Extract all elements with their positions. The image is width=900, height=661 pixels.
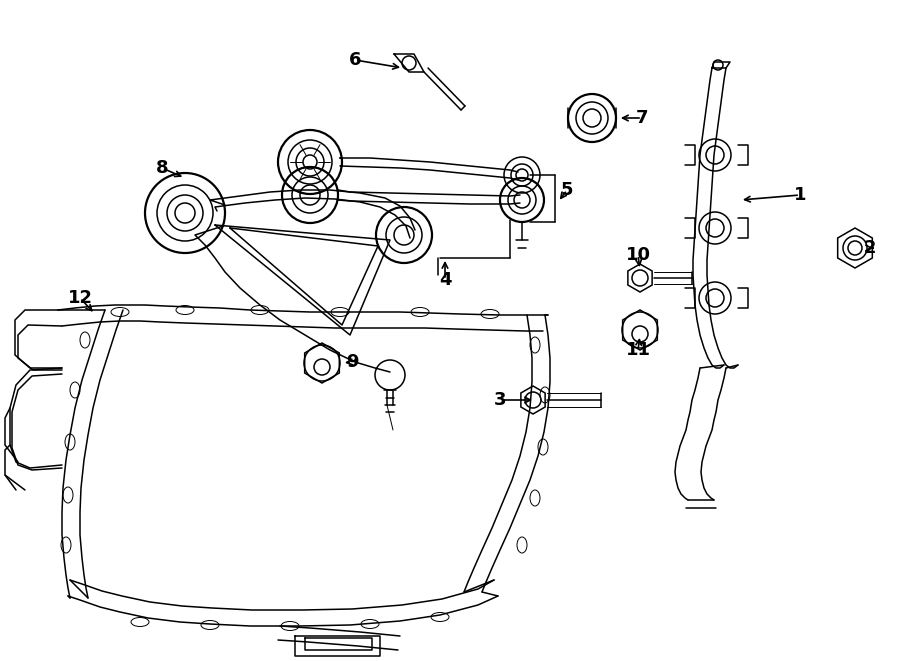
Text: 6: 6 (349, 51, 361, 69)
Text: 4: 4 (439, 271, 451, 289)
Text: 3: 3 (494, 391, 506, 409)
Text: 8: 8 (156, 159, 168, 177)
Text: 7: 7 (635, 109, 648, 127)
Text: 12: 12 (68, 289, 93, 307)
Text: 10: 10 (626, 246, 651, 264)
Text: 9: 9 (346, 353, 358, 371)
Text: 1: 1 (794, 186, 806, 204)
Text: 5: 5 (561, 181, 573, 199)
Text: 11: 11 (626, 341, 651, 359)
Text: 2: 2 (864, 239, 877, 257)
